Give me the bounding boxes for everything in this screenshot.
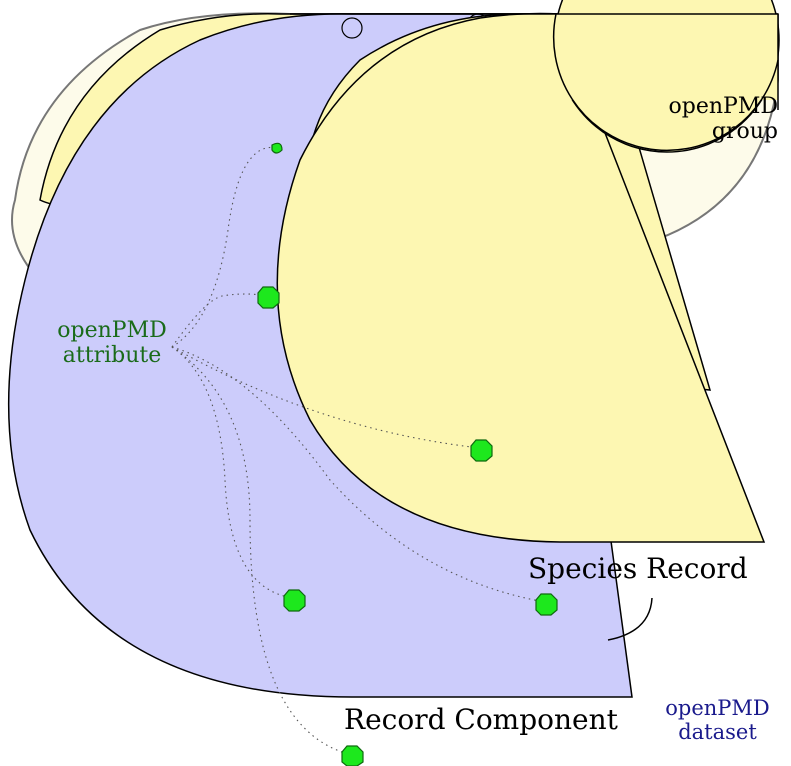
attribute-label: openPMD attribute [42, 318, 182, 369]
record-circle-clip [540, 14, 778, 100]
record-component-shape [276, 12, 766, 543]
attribute-label-line2: attribute [62, 343, 162, 369]
record-component-label: Record Component [344, 703, 618, 736]
species-record-brace [607, 597, 653, 641]
top-knob-1 [341, 17, 363, 39]
attribute-connectors [171, 146, 546, 756]
attribute-marker-5 [535, 593, 558, 616]
attribute-label-line1: openPMD [57, 318, 167, 343]
group-label-line2: group [711, 119, 778, 145]
dataset-label-line1: openPMD [665, 696, 770, 720]
dataset-label: openPMD dataset [650, 696, 785, 744]
group-label-line1: openPMD [668, 94, 778, 119]
dataset-label-line2: dataset [678, 720, 757, 745]
species-record-label: Species Record [528, 552, 748, 585]
group-label: openPMD group [660, 94, 778, 145]
attribute-marker-6 [341, 745, 364, 766]
attribute-marker-4 [283, 589, 306, 612]
attribute-markers [257, 142, 558, 766]
attribute-marker-3 [470, 439, 493, 462]
attribute-marker-2 [257, 286, 280, 309]
attribute-marker-1 [271, 142, 283, 154]
record-circle-edge [552, 13, 779, 152]
